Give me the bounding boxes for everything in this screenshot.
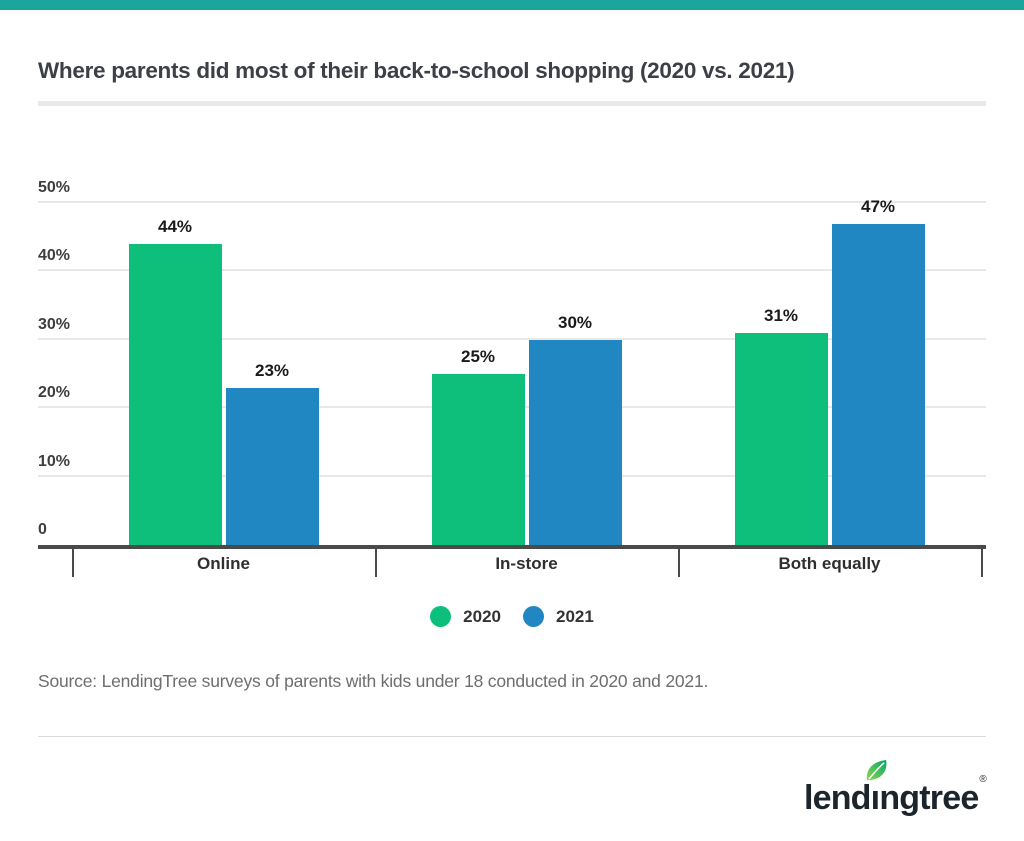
category-label: Both equally [778, 554, 881, 573]
y-axis-label: 30% [38, 315, 71, 333]
logo-text-ngtree: ngtree [879, 778, 979, 817]
y-axis-label: 50% [38, 179, 71, 196]
x-axis-line [38, 545, 986, 549]
legend-swatch-2020 [430, 606, 452, 627]
bar-2020 [128, 244, 222, 545]
title-divider [38, 101, 986, 106]
bar-value-label: 25% [460, 347, 496, 366]
axis-tick [678, 549, 680, 577]
gridline [38, 337, 986, 340]
axis-tick [72, 549, 74, 577]
bar-2020 [734, 332, 828, 545]
legend-label: 2021 [556, 606, 594, 626]
y-axis-label: 0 [38, 521, 47, 538]
category-label: Online [197, 554, 250, 573]
chart-legend: 2020 2021 [38, 606, 986, 627]
bar-2021 [528, 339, 622, 545]
y-axis-label: 40% [38, 247, 71, 265]
legend-item: 2020 [430, 606, 501, 627]
y-axis-label: 10% [38, 452, 71, 470]
logo-text-lend: lend [803, 778, 871, 817]
top-accent-bar [0, 0, 1024, 10]
footer-divider [38, 736, 986, 737]
gridline [38, 269, 986, 272]
axis-tick [375, 549, 377, 577]
source-note: Source: LendingTree surveys of parents w… [38, 671, 709, 691]
axis-tick [981, 549, 983, 577]
registered-mark-icon: ® [979, 774, 986, 785]
y-axis-label: 20% [38, 384, 71, 402]
bar-value-label: 44% [157, 217, 193, 237]
category-label: In-store [495, 554, 558, 573]
bar-value-label: 30% [557, 312, 593, 332]
leaf-icon [866, 759, 887, 780]
chart-title: Where parents did most of their back-to-… [38, 58, 795, 83]
bar-2020 [431, 374, 525, 545]
legend-swatch-2021 [523, 606, 544, 627]
logo-letter-i: ı [866, 759, 887, 817]
lendingtree-logo: lend ı ngtree ® [803, 759, 987, 817]
legend-label: 2020 [463, 606, 501, 626]
bar-2021 [225, 387, 319, 545]
bar-2021 [831, 223, 925, 545]
bar-chart: 0 10% 20% 30% 40% 50% 44% 23% 25% 30% 31% 47% Online… [38, 179, 986, 595]
legend-item: 2021 [523, 606, 594, 627]
bar-value-label: 31% [763, 305, 799, 325]
bar-value-label: 47% [860, 196, 896, 216]
bar-value-label: 23% [254, 360, 290, 380]
gridline [38, 201, 986, 203]
